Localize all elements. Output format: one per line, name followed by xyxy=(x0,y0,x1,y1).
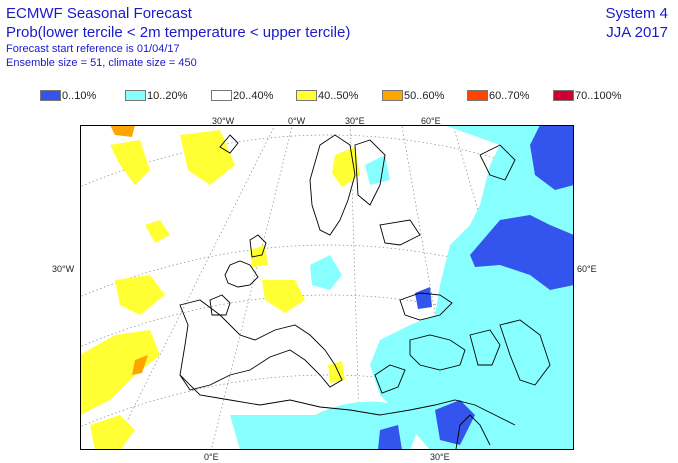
right-label-60e: 60°E xyxy=(577,264,597,274)
legend-label-0: 0..10% xyxy=(62,90,97,102)
top-label-60e: 60°E xyxy=(421,116,441,126)
bottom-label-30e: 30°E xyxy=(430,452,450,462)
shade-40-50 xyxy=(80,130,360,450)
probability-legend: 0..10% 10..20% 20..40% 40..50% 50..60% 6… xyxy=(0,89,678,103)
legend-label-4: 50..60% xyxy=(404,90,445,102)
top-label-30w: 30°W xyxy=(212,116,235,126)
top-label-0w: 0°W xyxy=(288,116,306,126)
legend-label-5: 60..70% xyxy=(489,90,530,102)
coastlines xyxy=(179,134,551,450)
legend-label-6: 70..100% xyxy=(575,90,622,102)
legend-label-1: 10..20% xyxy=(147,90,188,102)
season-label: JJA 2017 xyxy=(606,24,668,41)
legend-swatch-2 xyxy=(211,90,232,101)
map-title: ECMWF Seasonal Forecast xyxy=(6,5,192,22)
map-subtitle: Prob(lower tercile < 2m temperature < up… xyxy=(6,24,351,41)
shade-0-10 xyxy=(378,125,574,450)
map-canvas xyxy=(80,125,574,450)
legend-swatch-5 xyxy=(467,90,488,101)
legend-swatch-6 xyxy=(553,90,574,101)
shade-10-20 xyxy=(230,125,574,450)
top-label-30e: 30°E xyxy=(345,116,365,126)
legend-label-3: 40..50% xyxy=(318,90,359,102)
left-label-30w: 30°W xyxy=(52,264,75,274)
ensemble-info: Ensemble size = 51, climate size = 450 xyxy=(6,57,197,69)
legend-swatch-3 xyxy=(296,90,317,101)
shade-50-60 xyxy=(110,125,148,375)
legend-swatch-0 xyxy=(40,90,61,101)
legend-swatch-4 xyxy=(382,90,403,101)
forecast-reference: Forecast start reference is 01/04/17 xyxy=(6,43,180,55)
probability-map xyxy=(80,125,574,450)
bottom-label-0e: 0°E xyxy=(204,452,219,462)
legend-swatch-1 xyxy=(125,90,146,101)
system-label: System 4 xyxy=(605,5,668,22)
legend-label-2: 20..40% xyxy=(233,90,274,102)
